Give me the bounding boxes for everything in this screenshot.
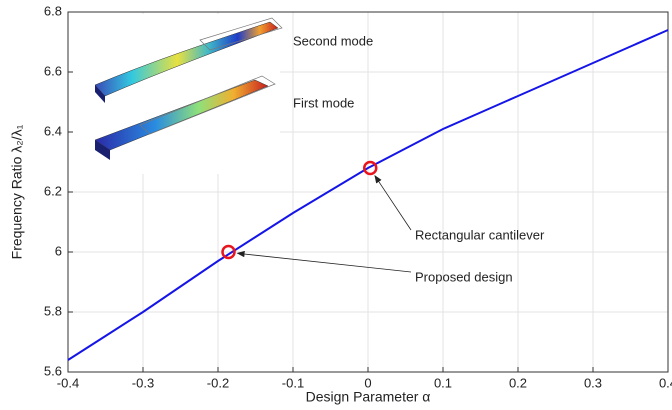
- y-tick-label: 6.6: [44, 63, 62, 78]
- y-tick-label: 6: [55, 243, 62, 258]
- y-tick-label: 6.8: [44, 3, 62, 18]
- marker: [363, 160, 378, 176]
- x-tick-label: -0.2: [207, 375, 229, 390]
- annotation-arrow: [236, 250, 412, 273]
- y-tick-label: 6.2: [44, 183, 62, 198]
- inset-label: First mode: [293, 95, 354, 110]
- x-tick-label: 0.3: [584, 375, 602, 390]
- inset-label: Second mode: [293, 33, 373, 48]
- x-axis-label: Design Parameter α: [306, 389, 431, 405]
- annotation: Proposed design: [415, 269, 513, 284]
- y-tick-label: 5.6: [44, 363, 62, 378]
- line: [67, 29, 669, 361]
- x-tick-label: -0.1: [282, 375, 304, 390]
- annotation-arrow: [374, 175, 412, 231]
- x-tick-label: 0: [364, 375, 371, 390]
- x-tick-label: 0.2: [509, 375, 527, 390]
- x-tick-label: 0.4: [659, 375, 672, 390]
- x-tick-label: -0.4: [57, 375, 79, 390]
- inset-figure: [70, 14, 283, 174]
- marker: [221, 244, 236, 260]
- y-tick-label: 6.4: [44, 123, 62, 138]
- x-tick-label: -0.3: [132, 375, 154, 390]
- annotation: Rectangular cantilever: [415, 227, 545, 242]
- x-tick-label: 0.1: [434, 375, 452, 390]
- y-tick-label: 5.8: [44, 303, 62, 318]
- y-axis-label: Frequency Ratio λ₂/λ₁: [9, 124, 25, 259]
